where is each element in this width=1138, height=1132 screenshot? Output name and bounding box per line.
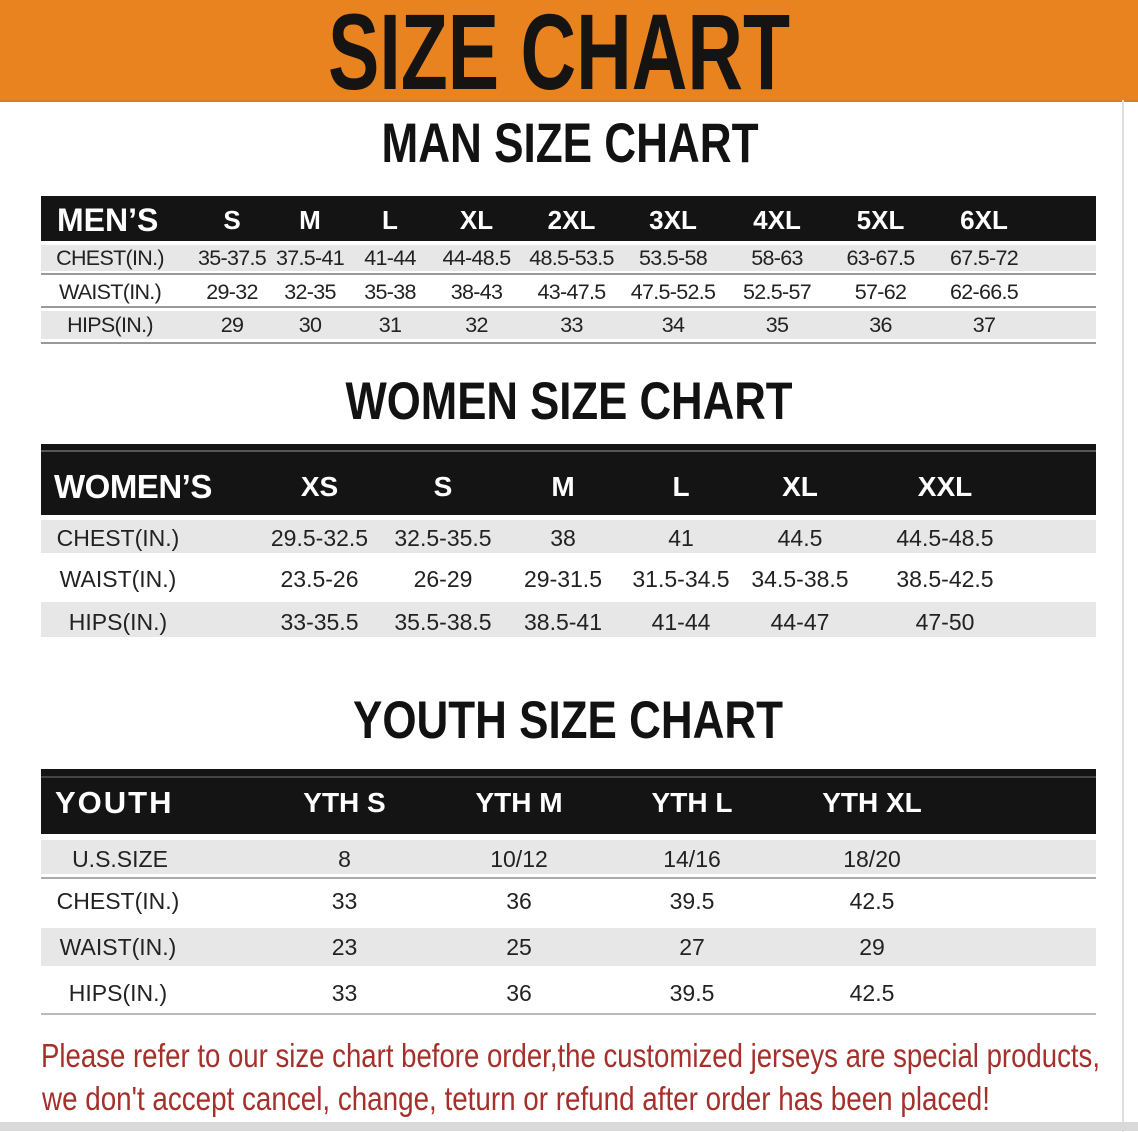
- svg-text:SIZE CHART: SIZE CHART: [328, 0, 790, 112]
- svg-text:WOMEN SIZE CHART: WOMEN SIZE CHART: [346, 372, 793, 431]
- svg-text:Please refer to our size chart: Please refer to our size chart before or…: [41, 1037, 1100, 1074]
- svg-text:YOUTH SIZE CHART: YOUTH SIZE CHART: [353, 691, 783, 750]
- svg-text:we don't accept cancel, change: we don't accept cancel, change, teturn o…: [41, 1080, 990, 1117]
- svg-text:MAN SIZE CHART: MAN SIZE CHART: [382, 111, 759, 174]
